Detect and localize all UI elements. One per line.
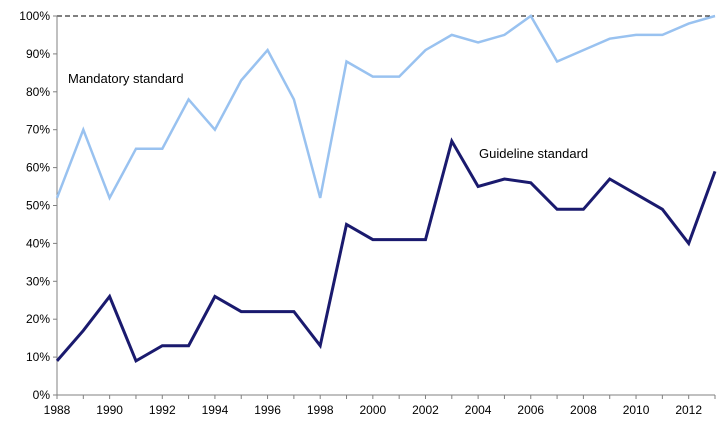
series-line-mandatory: [55, 14, 716, 201]
series-label-mandatory: Mandatory standard: [68, 71, 184, 86]
x-tick-label: 2000: [359, 403, 386, 417]
x-tick-label: 1990: [96, 403, 123, 417]
y-tick-label: 90%: [26, 47, 50, 61]
y-tick-label: 60%: [26, 161, 50, 175]
series-labels-group: Mandatory standard Guideline standard: [68, 71, 588, 161]
x-tick-label: 1994: [202, 403, 229, 417]
x-tick-label: 2006: [517, 403, 544, 417]
y-tick-label: 40%: [26, 236, 50, 250]
x-tick-label: 1996: [254, 403, 281, 417]
ticks-group: 0% 10% 20% 30% 40% 50% 60% 70% 80% 90% 100% 1988 199…: [19, 9, 716, 417]
x-tick-label: 1992: [149, 403, 176, 417]
x-tick-label: 1998: [307, 403, 334, 417]
y-tick-label: 20%: [26, 312, 50, 326]
y-tick-label: 100%: [19, 9, 50, 23]
x-tick-label: 2008: [570, 403, 597, 417]
y-tick-label: 80%: [26, 85, 50, 99]
series-line-guideline: [55, 137, 717, 364]
y-tick-label: 70%: [26, 123, 50, 137]
y-tick-label: 10%: [26, 350, 50, 364]
series-lines-group: [55, 14, 717, 364]
y-tick-label: 50%: [26, 199, 50, 213]
x-tick-label: 2002: [412, 403, 439, 417]
x-tick-label: 2004: [465, 403, 492, 417]
x-tick-label: 1988: [44, 403, 71, 417]
x-tick-label: 2010: [623, 403, 650, 417]
x-tick-label: 2012: [675, 403, 702, 417]
y-tick-label: 30%: [26, 274, 50, 288]
y-tick-label: 0%: [33, 388, 51, 402]
series-label-guideline: Guideline standard: [479, 146, 588, 161]
